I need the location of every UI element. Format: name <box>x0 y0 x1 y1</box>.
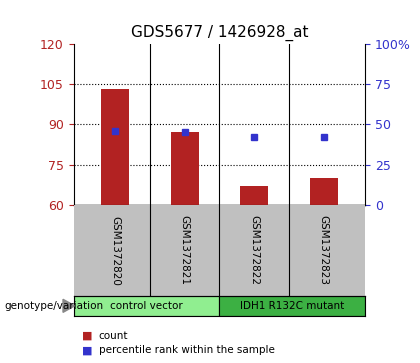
Text: percentile rank within the sample: percentile rank within the sample <box>99 345 275 355</box>
Text: IDH1 R132C mutant: IDH1 R132C mutant <box>240 301 344 311</box>
Title: GDS5677 / 1426928_at: GDS5677 / 1426928_at <box>131 25 308 41</box>
Text: GSM1372822: GSM1372822 <box>249 216 259 285</box>
Text: ■: ■ <box>82 331 92 341</box>
Text: ■: ■ <box>82 345 92 355</box>
Text: GSM1372821: GSM1372821 <box>180 216 190 285</box>
Text: count: count <box>99 331 128 341</box>
Bar <box>171 132 199 205</box>
Bar <box>74 296 220 316</box>
Text: control vector: control vector <box>110 301 183 311</box>
Bar <box>310 178 338 205</box>
Text: GSM1372820: GSM1372820 <box>110 216 120 285</box>
Bar <box>101 89 129 205</box>
Bar <box>240 186 268 205</box>
Polygon shape <box>63 299 75 312</box>
Bar <box>220 296 365 316</box>
Text: genotype/variation: genotype/variation <box>4 301 103 311</box>
Text: GSM1372823: GSM1372823 <box>319 216 329 285</box>
